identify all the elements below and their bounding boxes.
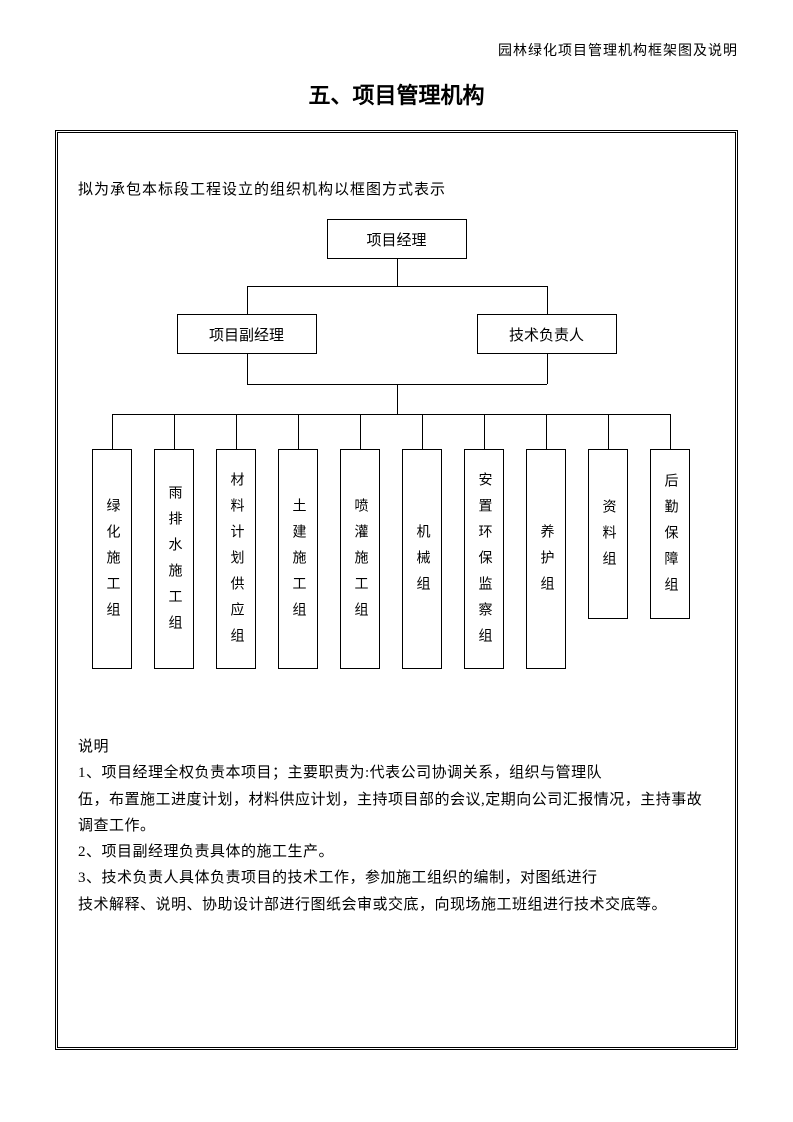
connector-line (236, 414, 237, 449)
explanation-line: 3、技术负责人具体负责项目的技术工作，参加施工组织的编制，对图纸进行 (78, 865, 715, 891)
org-chart: 项目经理项目副经理 技术负责人绿化施工组雨排水施工组材料计划供应组土建施工组喷灌施… (87, 219, 707, 689)
intro-text: 拟为承包本标段工程设立的组织机构以框图方式表示 (78, 178, 715, 199)
node-level3-5: 机械组 (402, 449, 442, 669)
connector-line (112, 414, 670, 415)
node-level2-0: 项目副经理 (177, 314, 317, 354)
connector-line (112, 414, 113, 449)
explanation-line: 技术解释、说明、协助设计部进行图纸会审或交底，向现场施工班组进行技术交底等。 (78, 892, 715, 918)
connector-line (422, 414, 423, 449)
node-level2-1: 技术负责人 (477, 314, 617, 354)
node-level3-1: 雨排水施工组 (154, 449, 194, 669)
connector-line (247, 354, 248, 384)
connector-line (547, 286, 548, 314)
node-level3-3: 土建施工组 (278, 449, 318, 669)
connector-line (247, 286, 248, 314)
content-frame: 拟为承包本标段工程设立的组织机构以框图方式表示 项目经理项目副经理 技术负责人绿化… (55, 130, 738, 1050)
page: 园林绿化项目管理机构框架图及说明 五、项目管理机构 拟为承包本标段工程设立的组织… (0, 0, 793, 1122)
node-level3-4: 喷灌施工组 (340, 449, 380, 669)
node-level3-9: 后勤保障组 (650, 449, 690, 619)
connector-line (360, 414, 361, 449)
connector-line (397, 384, 398, 414)
node-level3-8: 资料组 (588, 449, 628, 619)
header-text: 园林绿化项目管理机构框架图及说明 (55, 40, 738, 60)
explanation-line: 伍，布置施工进度计划，材料供应计划，主持项目部的会议,定期向公司汇报情况，主持事… (78, 787, 715, 840)
explanation-block: 说明 1、项目经理全权负责本项目；主要职责为:代表公司协调关系，组织与管理队 伍… (78, 734, 715, 918)
node-level3-0: 绿化施工组 (92, 449, 132, 669)
connector-line (247, 286, 547, 287)
explanation-heading: 说明 (78, 734, 715, 760)
connector-line (484, 414, 485, 449)
connector-line (298, 414, 299, 449)
node-level3-2: 材料计划供应组 (216, 449, 256, 669)
connector-line (547, 354, 548, 384)
node-level3-6: 安置环保监察组 (464, 449, 504, 669)
connector-line (546, 414, 547, 449)
page-title: 五、项目管理机构 (55, 78, 738, 110)
connector-line (670, 414, 671, 449)
node-project-manager: 项目经理 (327, 219, 467, 259)
explanation-line: 1、项目经理全权负责本项目；主要职责为:代表公司协调关系，组织与管理队 (78, 760, 715, 786)
node-level3-7: 养护组 (526, 449, 566, 669)
connector-line (608, 414, 609, 449)
connector-line (397, 259, 398, 286)
explanation-line: 2、项目副经理负责具体的施工生产。 (78, 839, 715, 865)
connector-line (174, 414, 175, 449)
